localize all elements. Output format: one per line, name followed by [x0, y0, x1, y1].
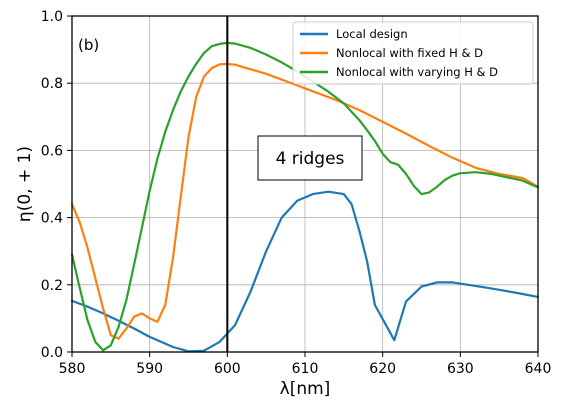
- legend-label-3: Nonlocal with varying H & D: [336, 65, 498, 79]
- x-tick-label: 640: [525, 361, 552, 377]
- y-tick-label: 0.4: [41, 211, 63, 227]
- series-layer: [70, 41, 540, 353]
- legend-label-1: Local design: [336, 27, 408, 41]
- y-axis-label: η(0, + 1): [15, 146, 35, 222]
- series-line-3: [70, 41, 540, 352]
- legend-frame: [292, 21, 534, 85]
- legend: Local design Nonlocal with fixed H & D Non…: [292, 21, 534, 85]
- legend-label-2: Nonlocal with fixed H & D: [336, 46, 483, 60]
- x-axis-label: λ[nm]: [280, 379, 331, 399]
- y-tick-label: 0.2: [41, 278, 63, 294]
- x-tick-label: 630: [447, 361, 474, 377]
- y-tick-label: 0.0: [41, 345, 63, 361]
- ticks: 580 590 600 610 620 630 640 0.0 0.2 0.4 0.6 0.8 1.0: [41, 9, 552, 377]
- y-tick-label: 0.8: [41, 76, 63, 92]
- x-tick-label: 600: [214, 361, 241, 377]
- x-tick-label: 610: [292, 361, 319, 377]
- series-line-1: [70, 190, 540, 353]
- y-tick-label: 1.0: [41, 9, 63, 25]
- series-line-2: [70, 62, 540, 340]
- annotation-box: 4 ridges: [257, 135, 363, 181]
- annotation-text: 4 ridges: [276, 149, 345, 169]
- x-tick-label: 590: [136, 361, 163, 377]
- x-tick-label: 620: [369, 361, 396, 377]
- panel-label: (b): [78, 36, 99, 54]
- y-tick-label: 0.6: [41, 143, 63, 159]
- x-tick-label: 580: [59, 361, 86, 377]
